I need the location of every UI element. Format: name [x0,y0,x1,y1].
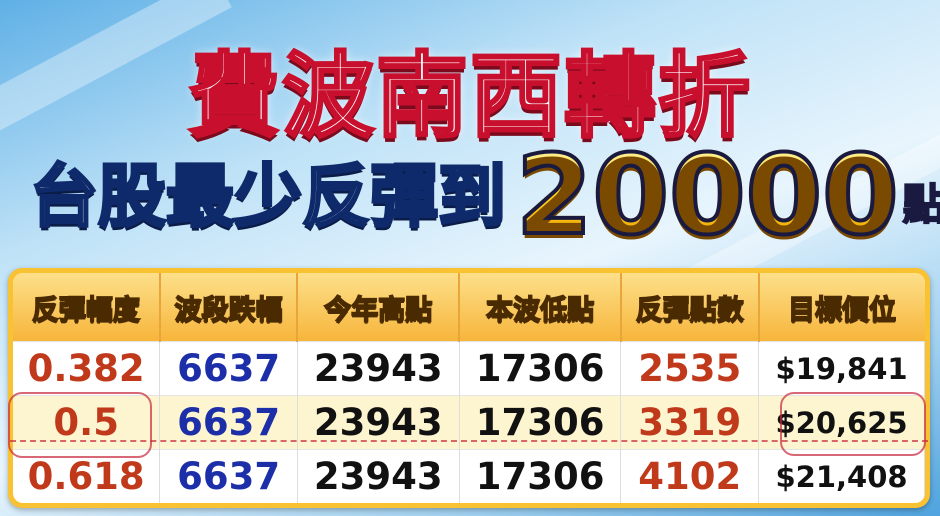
table-row-highlighted: 0.5 6637 23943 17306 3319 $20,625 [13,395,925,450]
header-low: 本波低點 [459,273,622,342]
cell-rebound: 2535 [620,340,760,396]
cell-ratio: 0.618 [13,449,161,503]
headline-title: 費波南西轉折 [186,42,752,152]
fibonacci-table: 反彈幅度 波段跌幅 今年高點 本波低點 反彈點數 目標價位 0.382 6637… [8,268,930,508]
cell-high: 23943 [297,340,460,396]
cell-ratio: 0.382 [13,340,161,396]
cell-low: 17306 [459,449,622,503]
cell-target: $19,841 [758,340,925,396]
table-row: 0.618 6637 23943 17306 4102 $21,408 [13,449,925,503]
cell-high: 23943 [297,449,460,503]
cell-rebound: 4102 [620,449,760,503]
target-unit: 點 [902,179,940,230]
subtitle-prefix: 台股最少反彈到 [28,157,507,239]
table-row: 0.382 6637 23943 17306 2535 $19,841 [13,340,925,396]
header-target: 目標價位 [758,273,925,342]
target-number: 20000 [514,131,901,259]
header-high: 今年高點 [297,273,461,342]
headline-subtitle: 台股最少反彈到 20000 點 [28,131,940,259]
cell-drop: 6637 [159,340,298,396]
highlight-circle-ratio [8,392,152,458]
header-ratio: 反彈幅度 [13,273,161,342]
highlight-underline [10,440,928,442]
cell-low: 17306 [459,340,622,396]
header-drop: 波段跌幅 [159,273,299,342]
header-rebound: 反彈點數 [620,273,760,342]
cell-target: $21,408 [758,449,925,503]
cell-drop: 6637 [159,449,298,503]
table-header-row: 反彈幅度 波段跌幅 今年高點 本波低點 反彈點數 目標價位 [13,273,925,342]
highlight-circle-target [780,392,926,456]
